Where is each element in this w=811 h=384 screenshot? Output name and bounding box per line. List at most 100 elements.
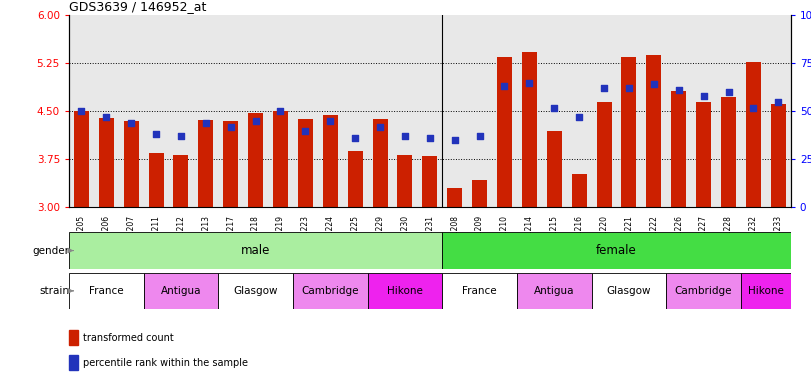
Bar (348, 151, 363, 207)
Bar (418, 15, 442, 207)
Point (149, 131, 162, 137)
Text: Antigua: Antigua (161, 286, 201, 296)
Point (125, 120, 138, 126)
Bar (268, 15, 293, 207)
Point (547, 104, 560, 111)
Bar (69, 232, 442, 269)
Bar (497, 57, 512, 207)
Bar (442, 232, 791, 269)
Bar (99, 118, 114, 207)
Bar (447, 188, 462, 207)
Bar (522, 53, 537, 207)
Point (100, 114, 113, 120)
Bar (218, 15, 243, 207)
Text: strain: strain (39, 286, 69, 296)
Point (324, 118, 337, 124)
Bar (591, 273, 667, 309)
Text: France: France (462, 286, 497, 296)
Point (423, 135, 436, 141)
Bar (397, 155, 413, 207)
Point (398, 133, 411, 139)
Bar (667, 15, 691, 207)
Bar (517, 15, 542, 207)
Bar (423, 156, 437, 207)
Bar (572, 174, 586, 207)
Point (349, 135, 362, 141)
Text: percentile rank within the sample: percentile rank within the sample (83, 358, 247, 368)
Bar (118, 15, 144, 207)
Point (722, 89, 735, 95)
Point (747, 104, 760, 111)
Bar (273, 111, 288, 207)
Point (224, 124, 237, 130)
Bar (218, 273, 293, 309)
Point (75, 108, 88, 114)
Bar (174, 155, 188, 207)
Point (249, 118, 262, 124)
Bar (770, 104, 786, 207)
Point (647, 81, 660, 88)
Bar (318, 15, 343, 207)
Point (573, 114, 586, 120)
Point (473, 133, 486, 139)
Bar (69, 330, 78, 345)
Bar (621, 57, 637, 207)
Bar (591, 15, 616, 207)
Bar (193, 15, 218, 207)
Point (772, 99, 785, 105)
Bar (94, 15, 118, 207)
Point (374, 124, 387, 130)
Bar (492, 15, 517, 207)
Text: Cambridge: Cambridge (675, 286, 732, 296)
Bar (567, 15, 591, 207)
Bar (144, 273, 218, 309)
Point (523, 79, 536, 86)
Bar (343, 15, 367, 207)
Bar (144, 15, 169, 207)
Point (274, 108, 287, 114)
Bar (667, 273, 741, 309)
Bar (323, 114, 337, 207)
Bar (542, 15, 567, 207)
Text: GDS3639 / 146952_at: GDS3639 / 146952_at (69, 0, 206, 13)
Bar (372, 119, 388, 207)
Point (448, 137, 461, 143)
Bar (472, 180, 487, 207)
Text: France: France (89, 286, 123, 296)
Point (299, 127, 312, 134)
Point (623, 85, 636, 91)
Text: Cambridge: Cambridge (302, 286, 359, 296)
Bar (716, 15, 741, 207)
Text: Hikone: Hikone (387, 286, 423, 296)
Bar (199, 120, 213, 207)
Text: male: male (241, 244, 270, 257)
Bar (691, 15, 716, 207)
Bar (746, 62, 761, 207)
Bar (766, 15, 791, 207)
Bar (642, 15, 667, 207)
Bar (69, 15, 94, 207)
Bar (597, 102, 611, 207)
Text: Hikone: Hikone (748, 286, 783, 296)
Bar (442, 15, 467, 207)
Text: Antigua: Antigua (534, 286, 574, 296)
Bar (442, 273, 517, 309)
Bar (74, 111, 89, 207)
Text: female: female (596, 244, 637, 257)
Bar (517, 273, 591, 309)
Bar (367, 15, 393, 207)
Bar (467, 15, 492, 207)
Bar (148, 153, 164, 207)
Bar (672, 91, 686, 207)
Point (200, 120, 212, 126)
Text: Glasgow: Glasgow (234, 286, 278, 296)
Bar (721, 97, 736, 207)
Point (498, 83, 511, 89)
Bar (741, 273, 791, 309)
Text: Glasgow: Glasgow (607, 286, 651, 296)
Bar (69, 355, 78, 370)
Bar (69, 273, 144, 309)
Point (174, 133, 187, 139)
Point (697, 93, 710, 99)
Bar (696, 102, 711, 207)
